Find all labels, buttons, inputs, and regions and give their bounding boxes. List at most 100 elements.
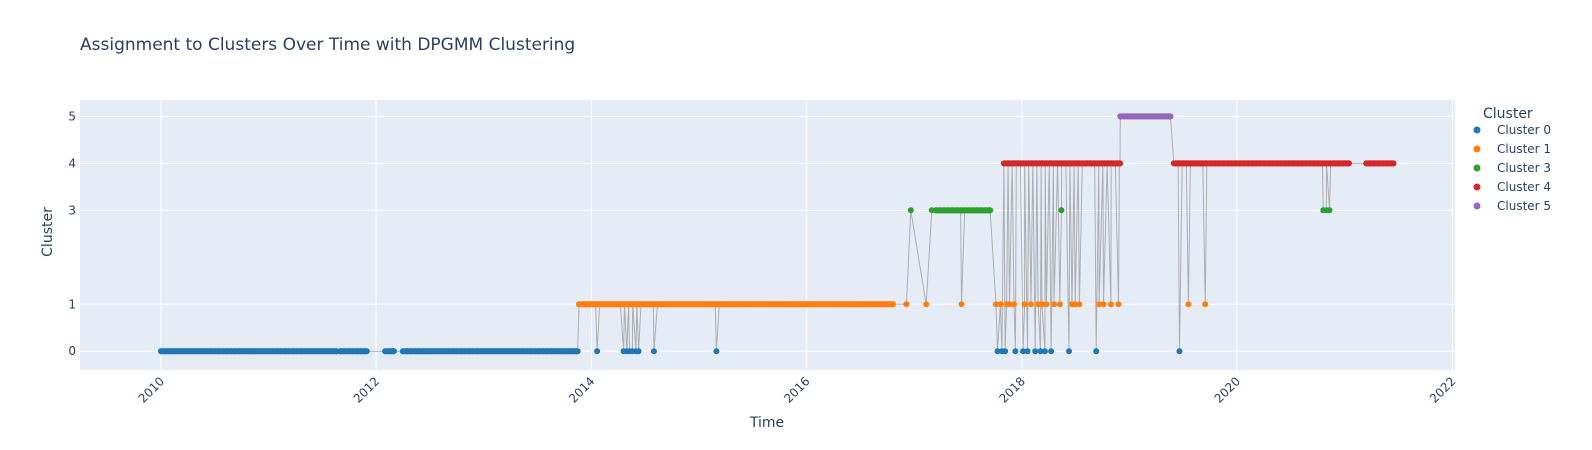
data-point <box>782 301 789 308</box>
data-point <box>592 301 599 308</box>
data-point <box>203 348 210 355</box>
data-point <box>1017 160 1024 167</box>
data-point <box>1383 160 1390 167</box>
data-point <box>770 301 776 308</box>
data-point <box>1083 160 1090 167</box>
data-point <box>1183 160 1190 167</box>
data-point <box>1202 301 1209 308</box>
data-point <box>531 348 538 355</box>
data-point <box>1012 348 1019 355</box>
data-point <box>1051 301 1057 308</box>
data-point <box>294 348 301 355</box>
data-point <box>166 348 173 355</box>
data-point <box>224 348 230 355</box>
y-tick-label: 4 <box>68 156 76 170</box>
data-point <box>569 348 575 355</box>
data-point <box>1002 348 1009 355</box>
data-point <box>486 348 493 355</box>
data-point <box>848 301 855 308</box>
data-point <box>1302 160 1309 167</box>
data-point <box>465 348 472 355</box>
data-point <box>928 207 935 214</box>
data-point <box>994 348 1001 355</box>
data-point <box>642 301 649 308</box>
data-point <box>1363 160 1370 167</box>
x-tick-label: 2010 <box>136 374 167 405</box>
data-point <box>470 348 476 355</box>
data-point <box>965 207 972 214</box>
data-point <box>432 348 439 355</box>
data-point <box>650 301 657 308</box>
x-tick-label: 2018 <box>997 374 1028 405</box>
data-point <box>1371 160 1378 167</box>
data-point <box>219 348 226 355</box>
data-point <box>778 301 785 308</box>
data-point <box>621 301 628 308</box>
data-point <box>605 301 611 308</box>
data-point <box>961 207 968 214</box>
legend-marker <box>1473 126 1481 134</box>
data-point <box>1072 301 1079 308</box>
data-point <box>1025 160 1032 167</box>
data-point <box>949 207 956 214</box>
data-point <box>1058 207 1065 214</box>
data-point <box>1232 160 1239 167</box>
data-point <box>1253 160 1260 167</box>
data-point <box>1076 301 1083 308</box>
data-point <box>675 301 682 308</box>
data-point <box>864 301 871 308</box>
data-point <box>903 301 910 308</box>
data-point <box>658 301 665 308</box>
data-point <box>576 301 583 308</box>
data-point <box>556 348 563 355</box>
data-point <box>1108 160 1115 167</box>
data-point <box>277 348 284 355</box>
legend-label: Cluster 1 <box>1497 142 1551 156</box>
data-point <box>815 301 822 308</box>
data-point <box>1006 301 1013 308</box>
data-point <box>1167 113 1174 120</box>
data-point <box>1048 348 1055 355</box>
legend-marker <box>1473 202 1481 210</box>
data-point <box>699 301 706 308</box>
data-point <box>281 348 288 355</box>
data-point <box>478 348 485 355</box>
data-point <box>978 207 985 214</box>
data-point <box>945 207 952 214</box>
data-point <box>671 301 677 308</box>
data-point <box>993 301 999 308</box>
legend-marker <box>1473 183 1481 191</box>
data-point <box>461 348 468 355</box>
data-point <box>1179 160 1186 167</box>
data-point <box>1257 160 1264 167</box>
data-point <box>881 301 888 308</box>
data-point <box>482 348 489 355</box>
data-point <box>490 348 497 355</box>
data-point <box>840 301 847 308</box>
data-point <box>827 301 834 308</box>
y-tick-label: 1 <box>68 297 76 311</box>
data-point <box>1340 160 1346 167</box>
data-point <box>1095 160 1102 167</box>
data-point <box>1290 160 1297 167</box>
data-point <box>1162 113 1169 120</box>
x-tick-label: 2016 <box>781 374 812 405</box>
data-point <box>290 348 296 355</box>
data-point <box>1375 160 1382 167</box>
legend-marker <box>1473 164 1481 172</box>
data-point <box>749 301 756 308</box>
data-point <box>1298 160 1305 167</box>
data-point <box>1005 160 1012 167</box>
data-point <box>1021 301 1028 308</box>
data-point <box>790 301 797 308</box>
data-point <box>1115 301 1122 308</box>
y-axis-title: Cluster <box>40 207 56 257</box>
data-point <box>453 348 460 355</box>
data-point <box>819 301 826 308</box>
data-point <box>600 301 607 308</box>
data-point <box>1241 160 1248 167</box>
data-point <box>823 301 830 308</box>
data-point <box>540 348 547 355</box>
data-point <box>860 301 867 308</box>
data-point <box>1100 301 1107 308</box>
